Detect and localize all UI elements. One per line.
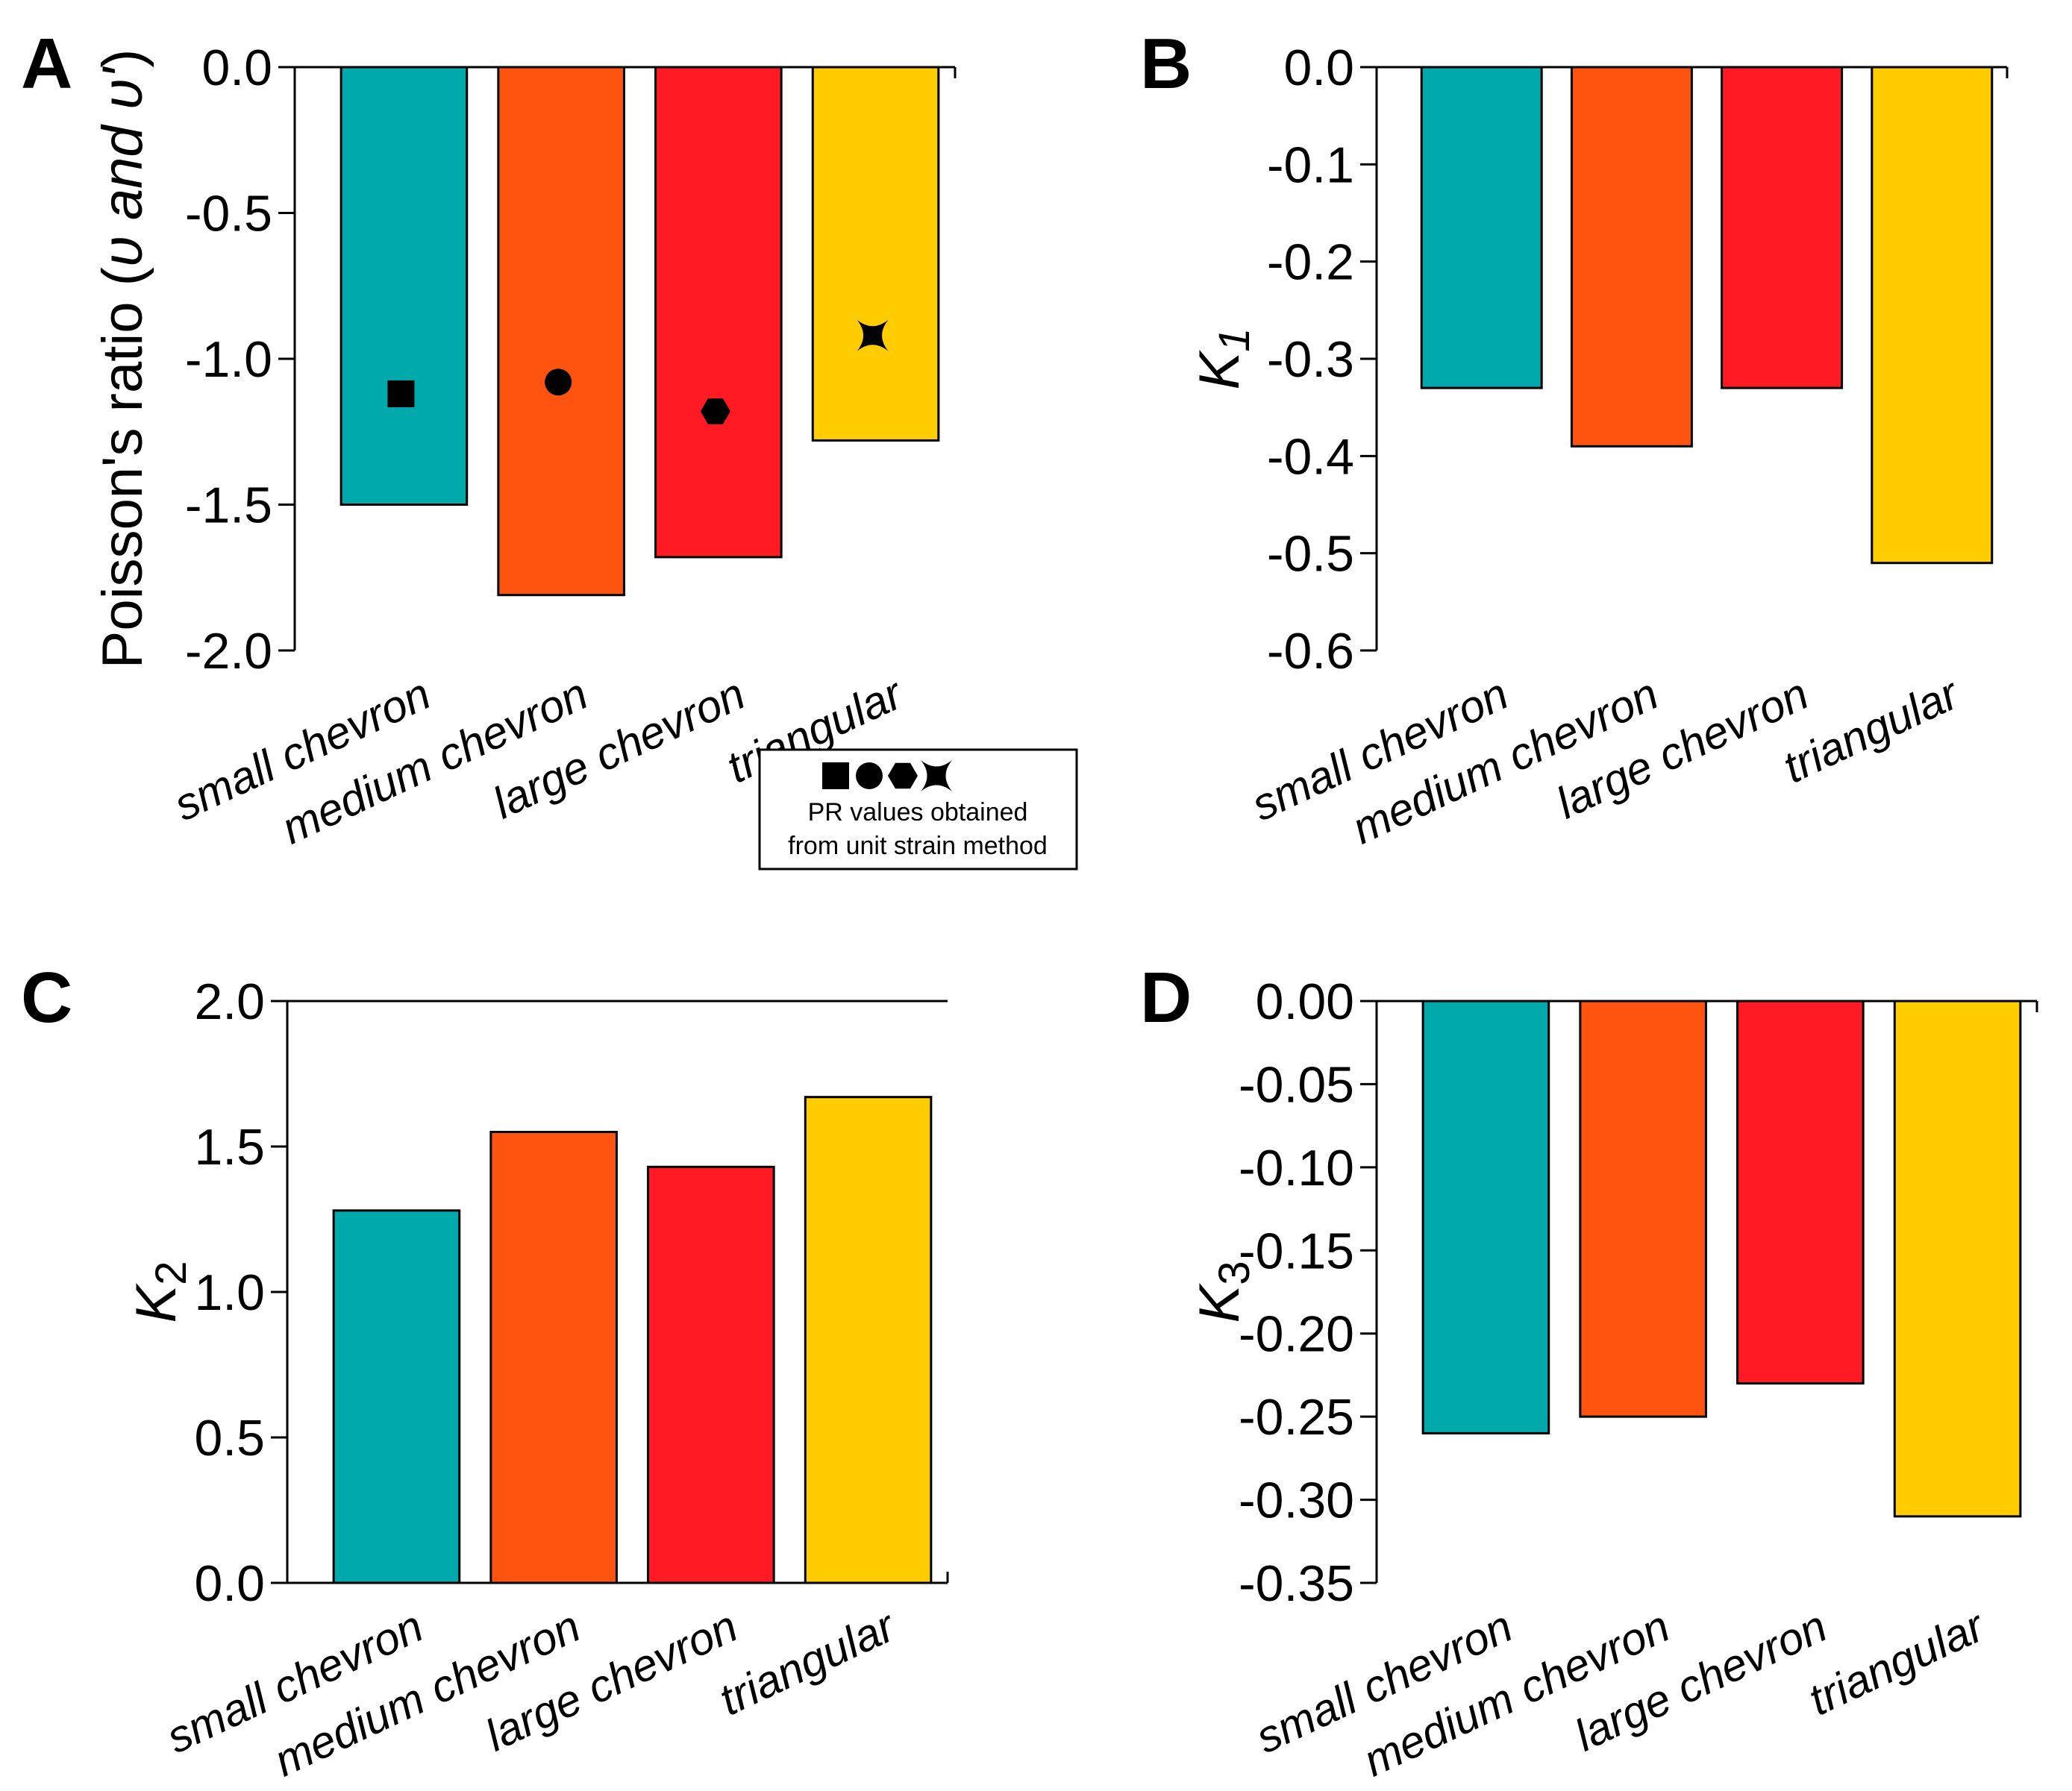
bar-small-chevron [1420, 66, 1543, 389]
bar-triangular [1893, 1000, 2022, 1518]
panel-label: A [21, 24, 72, 104]
y-tick-label: -0.5 [1267, 526, 1354, 583]
y-tick-label: -0.10 [1239, 1140, 1354, 1196]
bar-medium-chevron [489, 1131, 618, 1584]
bar-medium-chevron [497, 66, 625, 597]
legend-marker-square [822, 762, 849, 789]
x-tick-label: triangular [712, 1600, 904, 1725]
bar-medium-chevron [1579, 1000, 1707, 1418]
pr-marker-square [387, 380, 415, 407]
legend-marker-hexagon [888, 762, 918, 789]
pr-marker-circle [545, 368, 572, 396]
pr-marker-star [857, 319, 889, 351]
bar-large-chevron [1721, 66, 1844, 389]
legend-line-2: from unit strain method [788, 832, 1048, 860]
bar-triangular [1871, 66, 1994, 565]
y-axis-label: K3 [1188, 1261, 1259, 1323]
y-tick-label: 1.5 [194, 1119, 265, 1176]
y-axis-label: Poisson's ratio (υ and υ') [91, 49, 154, 669]
y-tick-label: 1.0 [194, 1264, 265, 1321]
y-tick-label: 0.5 [194, 1410, 265, 1467]
panel-label: D [1140, 958, 1192, 1038]
y-tick-label: -0.2 [1267, 234, 1354, 291]
bar-large-chevron [647, 1165, 775, 1584]
legend-marker-star [921, 760, 952, 791]
panel-label: C [21, 958, 72, 1038]
panel-label: B [1140, 24, 1192, 104]
bar-large-chevron [1736, 1000, 1865, 1385]
y-axis-label: K1 [1188, 328, 1259, 390]
legend-marker-circle [856, 762, 883, 789]
y-tick-label: -0.3 [1267, 331, 1354, 388]
y-tick-label: 0.0 [194, 1555, 265, 1612]
y-tick-label: -1.5 [185, 477, 272, 534]
y-tick-label: 0.0 [1283, 40, 1354, 96]
y-tick-label: 0.00 [1256, 973, 1354, 1030]
y-tick-label: -0.30 [1239, 1472, 1354, 1529]
y-tick-label: -0.15 [1239, 1223, 1354, 1279]
bar-small-chevron [332, 1209, 461, 1584]
y-tick-label: -0.1 [1267, 137, 1354, 193]
pr-marker-hexagon [700, 398, 730, 424]
bar-small-chevron [1421, 1000, 1550, 1434]
y-tick-label: 2.0 [194, 973, 265, 1030]
y-tick-label: -0.25 [1239, 1389, 1354, 1446]
bar-small-chevron [339, 66, 469, 506]
x-tick-label: triangular [1776, 668, 1968, 792]
bar-triangular [811, 66, 940, 442]
y-tick-label: -0.05 [1239, 1056, 1354, 1113]
legend: PR values obtained from unit strain metho… [758, 748, 1078, 871]
y-tick-label: -1.0 [185, 331, 272, 388]
y-tick-label: 0.0 [201, 40, 272, 96]
bar-medium-chevron [1570, 66, 1693, 448]
bar-triangular [804, 1096, 933, 1584]
bar-large-chevron [654, 66, 783, 559]
y-tick-label: -0.6 [1267, 623, 1354, 680]
y-tick-label: -0.35 [1239, 1555, 1354, 1612]
legend-line-1: PR values obtained [808, 798, 1028, 827]
legend-box [758, 748, 1078, 871]
y-tick-label: -2.0 [185, 623, 272, 680]
y-tick-label: -0.4 [1267, 428, 1354, 485]
y-axis-label: K2 [125, 1261, 195, 1323]
panel-D: D 0.00 -0.05 -0.10 -0.15 -0.20 -0.25 -0.30 -0.35… [1140, 958, 2038, 1786]
y-tick-label: -0.20 [1239, 1306, 1354, 1363]
panel-A: A 0.0 -0.5 -1.0 -1.5 -2.0 Poisson's ratio (υ a… [21, 24, 1078, 871]
y-tick-label: -0.5 [185, 186, 272, 242]
x-tick-label: triangular [1801, 1600, 1993, 1725]
